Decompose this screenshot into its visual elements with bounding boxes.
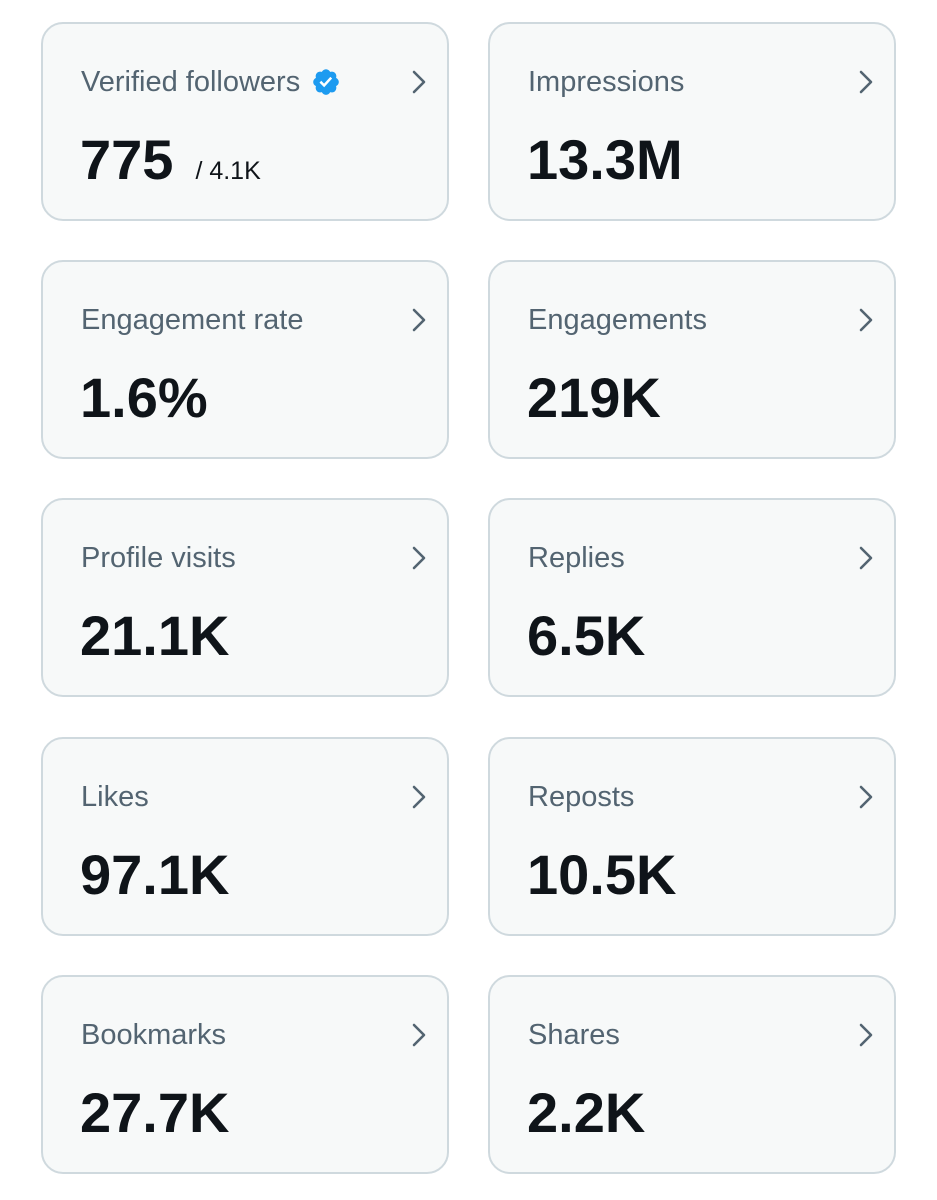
metric-card-impressions[interactable]: Impressions 13.3M: [488, 22, 896, 221]
metric-label: Likes: [81, 781, 149, 813]
metric-value: 21.1K: [80, 604, 230, 667]
metric-value: 6.5K: [527, 604, 646, 667]
metric-card-bookmarks[interactable]: Bookmarks 27.7K: [41, 975, 449, 1174]
chevron-right-icon[interactable]: [409, 783, 431, 811]
metric-label: Bookmarks: [81, 1019, 227, 1051]
metric-value: 97.1K: [80, 843, 230, 906]
metric-value: 27.7K: [80, 1081, 230, 1144]
chevron-right-icon[interactable]: [856, 306, 878, 334]
verified-badge-icon: [311, 67, 341, 97]
chevron-right-icon[interactable]: [409, 544, 431, 572]
metric-value: 2.2K: [527, 1081, 646, 1144]
metric-card-replies[interactable]: Replies 6.5K: [488, 498, 896, 697]
metric-value-number: 775: [80, 128, 174, 191]
metric-value: 13.3M: [527, 128, 683, 191]
metric-card-verified-followers[interactable]: Verified followers 775 / 4.1K: [41, 22, 449, 221]
metric-value: 775 / 4.1K: [80, 130, 261, 201]
metric-label: Reposts: [528, 781, 635, 813]
metric-label: Engagement rate: [81, 304, 304, 336]
metric-label: Verified followers: [81, 64, 341, 100]
metric-value: 10.5K: [527, 843, 677, 906]
metric-label: Replies: [528, 542, 625, 574]
metric-card-shares[interactable]: Shares 2.2K: [488, 975, 896, 1174]
metric-value: 219K: [527, 366, 661, 429]
metric-label: Profile visits: [81, 542, 236, 574]
metric-label: Engagements: [528, 304, 707, 336]
metric-label: Shares: [528, 1019, 620, 1051]
chevron-right-icon[interactable]: [409, 68, 431, 96]
chevron-right-icon[interactable]: [856, 783, 878, 811]
metric-card-profile-visits[interactable]: Profile visits 21.1K: [41, 498, 449, 697]
metric-card-likes[interactable]: Likes 97.1K: [41, 737, 449, 936]
metric-card-engagement-rate[interactable]: Engagement rate 1.6%: [41, 260, 449, 459]
chevron-right-icon[interactable]: [409, 1021, 431, 1049]
metric-label-text: Verified followers: [81, 66, 301, 98]
metric-card-reposts[interactable]: Reposts 10.5K: [488, 737, 896, 936]
chevron-right-icon[interactable]: [856, 544, 878, 572]
chevron-right-icon[interactable]: [856, 68, 878, 96]
metric-value: 1.6%: [80, 366, 208, 429]
chevron-right-icon[interactable]: [409, 306, 431, 334]
metric-card-engagements[interactable]: Engagements 219K: [488, 260, 896, 459]
metric-total-value: / 4.1K: [195, 157, 261, 185]
metric-label: Impressions: [528, 66, 685, 98]
chevron-right-icon[interactable]: [856, 1021, 878, 1049]
